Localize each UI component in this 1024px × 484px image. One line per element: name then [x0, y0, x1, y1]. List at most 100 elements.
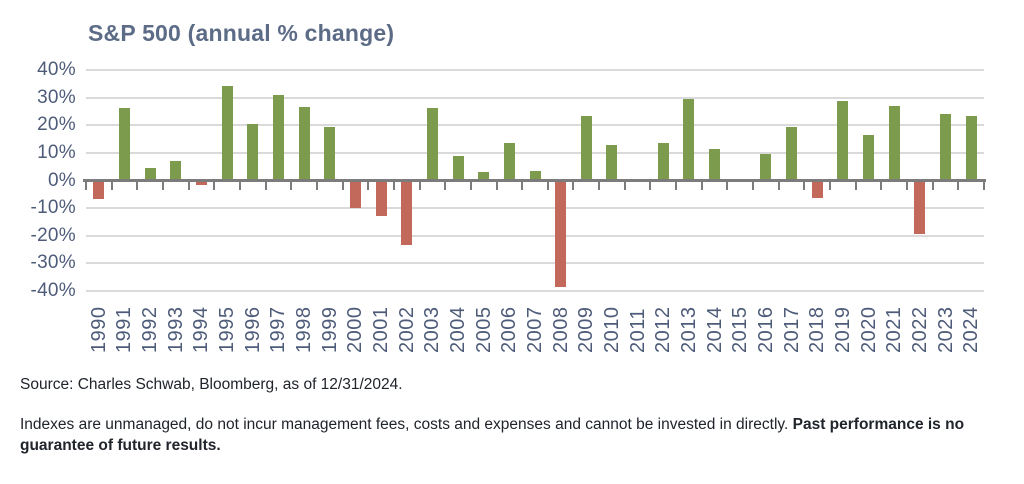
x-axis-year-label: 2011	[626, 307, 649, 353]
bar-2009	[580, 115, 592, 181]
x-axis-year-label: 2019	[831, 306, 854, 354]
x-axis-year-label: 1997	[267, 306, 290, 354]
y-gridline	[86, 207, 984, 210]
bar-1991	[118, 107, 130, 181]
bar-1995	[221, 86, 233, 181]
x-axis-year-label: 2016	[754, 306, 777, 354]
x-axis-year-label: 1996	[241, 306, 264, 354]
x-axis-year-label: 2022	[908, 306, 931, 354]
bar-2008	[555, 180, 567, 287]
x-axis-year-label: 1994	[190, 306, 213, 354]
y-axis-tick-label: -20%	[30, 224, 76, 246]
x-axis-tick	[880, 180, 883, 190]
y-gridline	[86, 290, 984, 292]
source-note: Source: Charles Schwab, Bloomberg, as of…	[20, 376, 403, 393]
x-axis-tick	[752, 180, 755, 190]
y-gridline	[86, 124, 984, 127]
x-axis-year-label: 2008	[549, 306, 572, 354]
bar-2012	[657, 143, 669, 181]
x-axis-tick	[931, 180, 934, 190]
x-axis-tick	[444, 180, 447, 190]
y-gridline	[86, 151, 984, 154]
bar-2020	[863, 135, 875, 181]
bar-2000	[349, 180, 361, 209]
x-axis-tick	[110, 180, 113, 190]
bar-2003	[426, 107, 438, 181]
x-axis-year-label: 2005	[472, 306, 495, 354]
x-axis-tick	[546, 180, 549, 190]
y-gridline	[86, 96, 984, 99]
x-axis-labels: 1990 1991 1992 1993 1994 1995 1996 1997 1998 1999…	[86, 297, 984, 357]
x-axis-year-label: 1995	[216, 306, 239, 354]
bar-2001	[375, 180, 387, 217]
bar-chart-plot-area	[83, 69, 986, 292]
bar-2006	[503, 142, 515, 181]
y-axis-tick-label: 10%	[37, 141, 76, 163]
bar-2021	[888, 106, 900, 181]
y-gridline	[86, 234, 984, 237]
y-axis-tick-label: 40%	[37, 59, 76, 80]
x-axis-year-label: 2018	[806, 306, 829, 354]
x-axis-tick	[521, 180, 524, 190]
chart-title: S&P 500 (annual % change)	[88, 20, 395, 46]
bar-2018	[811, 180, 823, 198]
disclaimer-text: Indexes are unmanaged, do not incur mana…	[20, 414, 1016, 456]
x-axis-tick	[983, 180, 985, 190]
bar-2010	[606, 145, 618, 181]
bar-2024	[965, 116, 977, 181]
y-axis-tick-label: -10%	[30, 197, 76, 219]
x-axis-year-label: 1991	[113, 306, 136, 354]
x-axis-year-label: 1993	[164, 306, 187, 354]
bar-1999	[324, 126, 336, 181]
y-gridline	[86, 262, 984, 265]
x-axis-year-label: 2024	[960, 306, 983, 354]
x-axis-tick	[161, 180, 164, 190]
bar-1997	[272, 94, 284, 181]
x-axis-tick	[238, 180, 241, 190]
bar-2004	[452, 155, 464, 181]
y-gridline	[86, 69, 984, 71]
x-axis-tick	[906, 180, 909, 190]
x-axis-tick	[392, 180, 395, 190]
disclaimer-regular-text: Indexes are unmanaged, do not incur mana…	[20, 416, 793, 433]
x-axis-tick	[213, 180, 216, 190]
x-axis-year-label: 2017	[780, 306, 803, 354]
x-axis-tick	[136, 180, 139, 190]
x-axis-year-label: 2023	[934, 306, 957, 354]
x-axis-year-label: 1999	[318, 306, 341, 354]
bar-1990	[93, 180, 105, 199]
bar-1994	[195, 180, 207, 185]
bar-2017	[786, 126, 798, 181]
x-axis-tick	[726, 180, 729, 190]
x-axis-year-label: 2003	[421, 306, 444, 354]
y-axis-tick-label: 0%	[47, 169, 76, 191]
y-axis-tick-label: 30%	[37, 86, 76, 108]
x-axis-tick	[598, 180, 601, 190]
bar-2022	[914, 180, 926, 235]
x-axis-tick	[829, 180, 832, 190]
x-axis-year-label: 1998	[293, 306, 316, 354]
x-axis-year-label: 2014	[703, 306, 726, 354]
x-axis-year-label: 2021	[883, 306, 906, 354]
disclaimer-bold-text: Past performance is no guarantee of futu…	[20, 416, 965, 454]
x-axis-tick	[341, 180, 344, 190]
bar-2014	[709, 149, 721, 181]
x-axis-tick	[495, 180, 498, 190]
x-axis-year-label: 2013	[677, 306, 700, 354]
y-axis-tick-label: -40%	[30, 280, 76, 301]
x-axis-tick	[675, 180, 678, 190]
x-axis-tick	[469, 180, 472, 190]
bar-1992	[144, 168, 156, 181]
bar-1996	[247, 124, 259, 181]
x-axis-tick	[85, 180, 87, 190]
x-axis-year-label: 2012	[652, 306, 675, 354]
x-axis-tick	[418, 180, 421, 190]
x-axis-zero-line	[83, 179, 986, 182]
x-axis-year-label: 2000	[344, 306, 367, 354]
bar-2013	[683, 98, 695, 181]
x-axis-year-label: 2004	[447, 306, 470, 354]
x-axis-tick	[367, 180, 370, 190]
x-axis-year-label: 2010	[600, 306, 623, 354]
x-axis-tick	[777, 180, 780, 190]
